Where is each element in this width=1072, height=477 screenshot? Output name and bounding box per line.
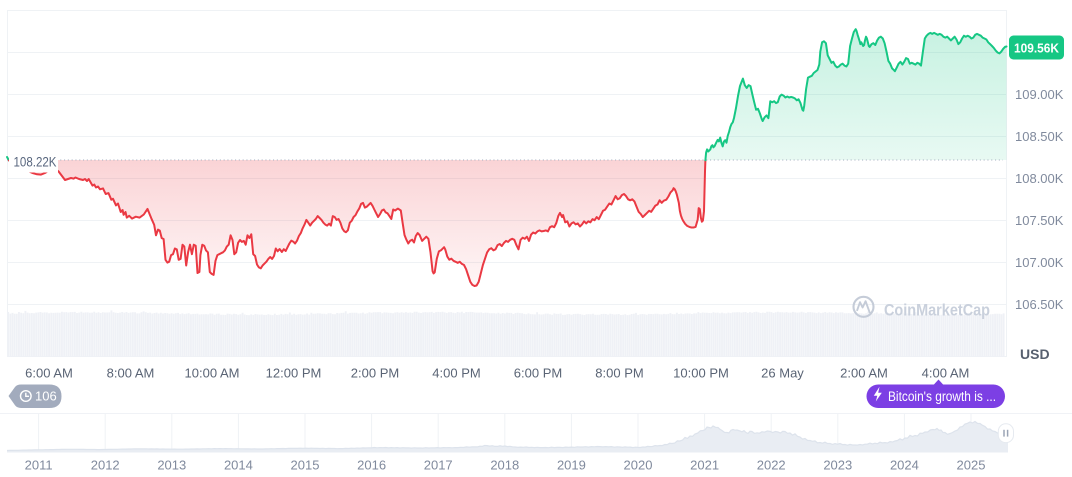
- svg-text:2023: 2023: [823, 458, 852, 473]
- svg-text:109.00K: 109.00K: [1015, 87, 1064, 102]
- svg-text:Bitcoin's growth is ...: Bitcoin's growth is ...: [888, 389, 996, 404]
- svg-text:2022: 2022: [757, 458, 786, 473]
- svg-text:107.00K: 107.00K: [1015, 255, 1064, 270]
- svg-text:2025: 2025: [957, 458, 986, 473]
- svg-text:2015: 2015: [291, 458, 320, 473]
- svg-text:2019: 2019: [557, 458, 586, 473]
- svg-text:108.00K: 108.00K: [1015, 171, 1064, 186]
- svg-text:6:00 PM: 6:00 PM: [514, 366, 562, 381]
- svg-text:8:00 AM: 8:00 AM: [107, 366, 155, 381]
- svg-text:108.50K: 108.50K: [1015, 129, 1064, 144]
- svg-text:10:00 PM: 10:00 PM: [673, 366, 729, 381]
- svg-text:2011: 2011: [25, 458, 53, 473]
- svg-text:2024: 2024: [890, 458, 919, 473]
- svg-text:2014: 2014: [224, 458, 253, 473]
- svg-text:106: 106: [35, 389, 57, 404]
- svg-text:2017: 2017: [424, 458, 453, 473]
- svg-text:2013: 2013: [157, 458, 186, 473]
- svg-text:6:00 AM: 6:00 AM: [25, 366, 73, 381]
- svg-text:109.56K: 109.56K: [1014, 41, 1060, 56]
- svg-text:4:00 PM: 4:00 PM: [432, 366, 480, 381]
- svg-text:8:00 PM: 8:00 PM: [595, 366, 643, 381]
- svg-text:2:00 AM: 2:00 AM: [840, 366, 888, 381]
- svg-text:12:00 PM: 12:00 PM: [266, 366, 322, 381]
- svg-text:USD: USD: [1020, 346, 1050, 362]
- svg-text:108.22K: 108.22K: [14, 155, 57, 170]
- svg-text:106.50K: 106.50K: [1015, 297, 1064, 312]
- svg-text:2020: 2020: [624, 458, 653, 473]
- svg-text:10:00 AM: 10:00 AM: [185, 366, 240, 381]
- svg-text:26 May: 26 May: [761, 366, 804, 381]
- svg-text:4:00 AM: 4:00 AM: [922, 366, 970, 381]
- svg-text:CoinMarketCap: CoinMarketCap: [884, 302, 990, 320]
- svg-text:107.50K: 107.50K: [1015, 213, 1064, 228]
- svg-text:2:00 PM: 2:00 PM: [351, 366, 399, 381]
- svg-text:2016: 2016: [357, 458, 386, 473]
- svg-text:2018: 2018: [490, 458, 519, 473]
- svg-text:2012: 2012: [91, 458, 120, 473]
- svg-text:2021: 2021: [690, 458, 719, 473]
